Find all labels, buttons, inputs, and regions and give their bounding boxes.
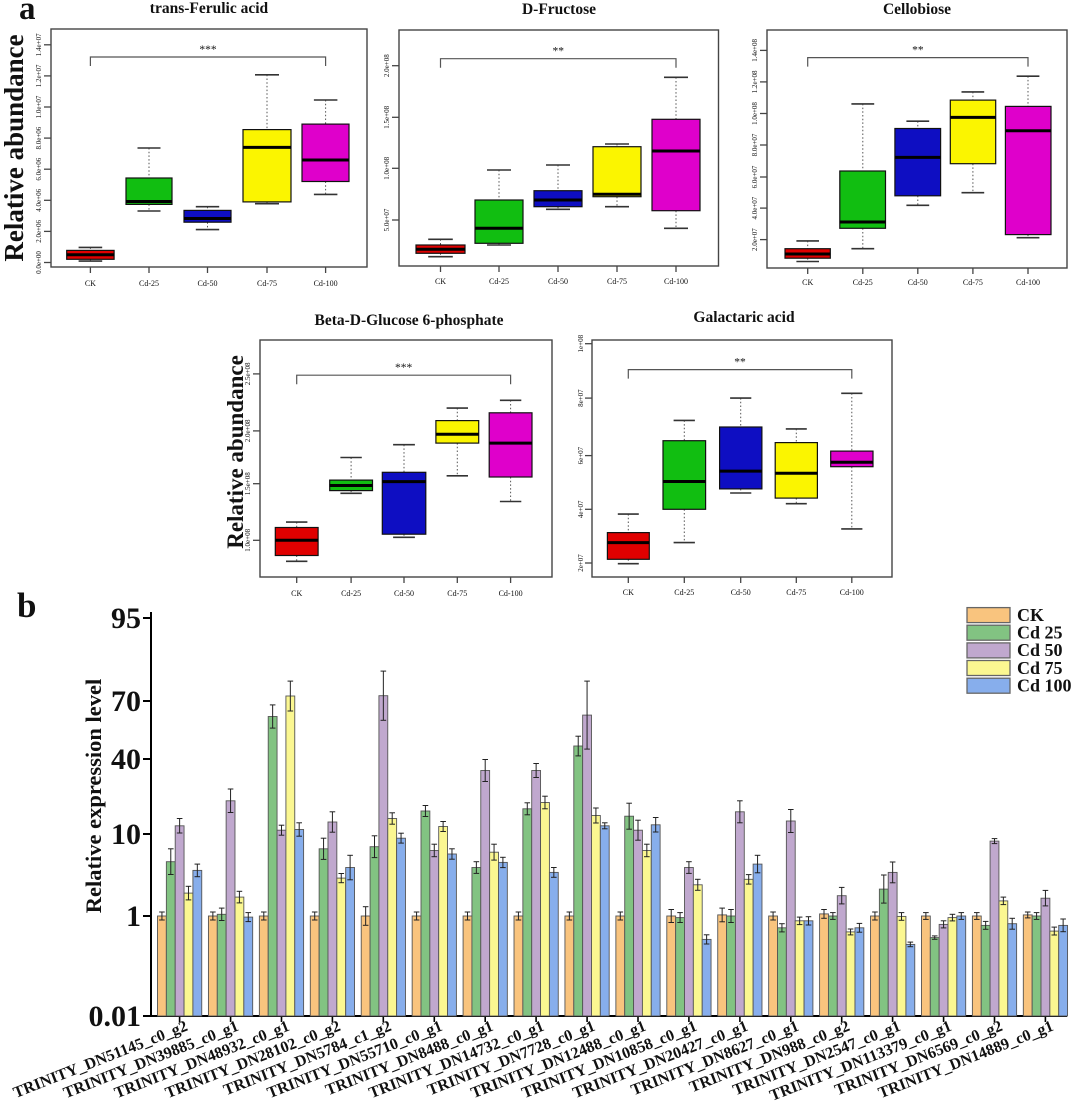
svg-text:1: 1 [126, 900, 141, 933]
svg-text:a: a [19, 0, 36, 27]
svg-text:Cd-75: Cd-75 [963, 278, 983, 287]
svg-text:Cd-50: Cd-50 [394, 589, 414, 598]
svg-text:2e+07: 2e+07 [577, 554, 585, 572]
svg-text:4e+07: 4e+07 [577, 500, 585, 518]
svg-text:Cd-50: Cd-50 [731, 588, 751, 597]
svg-text:Cd-25: Cd-25 [674, 588, 694, 597]
svg-text:Cd-100: Cd-100 [840, 588, 864, 597]
svg-text:5.0e+07: 5.0e+07 [383, 208, 391, 231]
svg-text:CK: CK [1017, 605, 1044, 625]
svg-text:Cd-75: Cd-75 [607, 277, 627, 286]
svg-text:0.0e+00: 0.0e+00 [35, 251, 43, 274]
svg-text:1.2e+08: 1.2e+08 [751, 70, 759, 93]
svg-text:1.0e+08: 1.0e+08 [751, 102, 759, 125]
svg-text:1.0e+07: 1.0e+07 [35, 95, 43, 118]
svg-text:Galactaric acid: Galactaric acid [693, 309, 795, 326]
svg-text:10: 10 [111, 818, 141, 851]
svg-text:1.5e+08: 1.5e+08 [383, 105, 391, 128]
svg-text:Cd-100: Cd-100 [1016, 278, 1040, 287]
svg-text:**: ** [912, 45, 924, 57]
svg-text:Cd-100: Cd-100 [314, 279, 338, 288]
svg-text:Relative abundance: Relative abundance [223, 355, 248, 549]
svg-text:Cd 100: Cd 100 [1017, 675, 1072, 695]
svg-text:CK: CK [85, 279, 96, 288]
svg-text:Cd-25: Cd-25 [853, 278, 873, 287]
svg-text:CK: CK [802, 278, 813, 287]
svg-text:1.5e+08: 1.5e+08 [244, 472, 252, 495]
svg-text:Cd 50: Cd 50 [1017, 640, 1063, 660]
svg-text:**: ** [552, 46, 564, 58]
svg-text:1e+08: 1e+08 [577, 334, 585, 352]
svg-text:Cd-50: Cd-50 [198, 279, 218, 288]
svg-text:4.0e+07: 4.0e+07 [751, 196, 759, 219]
svg-text:8e+07: 8e+07 [577, 389, 585, 407]
svg-text:Beta-D-Glucose 6-phosphate: Beta-D-Glucose 6-phosphate [314, 312, 503, 329]
svg-text:6e+07: 6e+07 [577, 446, 585, 464]
svg-text:2.0e+08: 2.0e+08 [383, 54, 391, 77]
svg-text:Relative abundance: Relative abundance [0, 34, 29, 261]
svg-text:Cd 75: Cd 75 [1017, 658, 1063, 678]
svg-text:Cd-100: Cd-100 [664, 277, 688, 286]
svg-text:2.0e+08: 2.0e+08 [244, 419, 252, 442]
svg-text:Cellobiose: Cellobiose [883, 1, 951, 18]
svg-text:2.0e+07: 2.0e+07 [751, 228, 759, 251]
svg-text:2.0e+06: 2.0e+06 [35, 220, 43, 243]
svg-text:***: *** [395, 362, 413, 374]
svg-text:CK: CK [291, 589, 302, 598]
svg-text:D-Fructose: D-Fructose [522, 1, 596, 18]
svg-text:Cd-50: Cd-50 [908, 278, 928, 287]
svg-text:2.5e+08: 2.5e+08 [244, 362, 252, 385]
svg-text:6.0e+06: 6.0e+06 [35, 157, 43, 180]
svg-text:70: 70 [111, 685, 141, 718]
svg-text:***: *** [199, 44, 217, 56]
svg-text:CK: CK [623, 588, 634, 597]
svg-text:Cd-75: Cd-75 [257, 279, 277, 288]
svg-text:Cd-25: Cd-25 [139, 279, 159, 288]
svg-text:Cd-25: Cd-25 [489, 277, 509, 286]
svg-text:4.0e+06: 4.0e+06 [35, 188, 43, 211]
svg-text:1.0e+08: 1.0e+08 [383, 156, 391, 179]
svg-text:Cd-75: Cd-75 [447, 589, 467, 598]
svg-text:1.0e+08: 1.0e+08 [244, 528, 252, 551]
svg-text:1.4e+08: 1.4e+08 [751, 39, 759, 62]
svg-text:Cd 25: Cd 25 [1017, 623, 1063, 643]
svg-text:CK: CK [435, 277, 446, 286]
svg-text:6.0e+07: 6.0e+07 [751, 165, 759, 188]
svg-text:95: 95 [111, 602, 141, 635]
svg-text:40: 40 [111, 743, 141, 776]
svg-text:Cd-75: Cd-75 [786, 588, 806, 597]
svg-text:**: ** [734, 357, 746, 369]
svg-text:1.4e+07: 1.4e+07 [35, 33, 43, 56]
svg-text:Cd-50: Cd-50 [548, 277, 568, 286]
svg-text:8.0e+06: 8.0e+06 [35, 126, 43, 149]
svg-text:trans-Ferulic acid: trans-Ferulic acid [150, 0, 269, 17]
svg-text:8.0e+07: 8.0e+07 [751, 133, 759, 156]
svg-text:Relative expression level: Relative expression level [81, 679, 106, 914]
svg-text:b: b [17, 586, 36, 625]
svg-text:1.2e+07: 1.2e+07 [35, 64, 43, 87]
svg-text:Cd-100: Cd-100 [499, 589, 523, 598]
svg-text:Cd-25: Cd-25 [341, 589, 361, 598]
svg-text:0.01: 0.01 [89, 1000, 142, 1033]
